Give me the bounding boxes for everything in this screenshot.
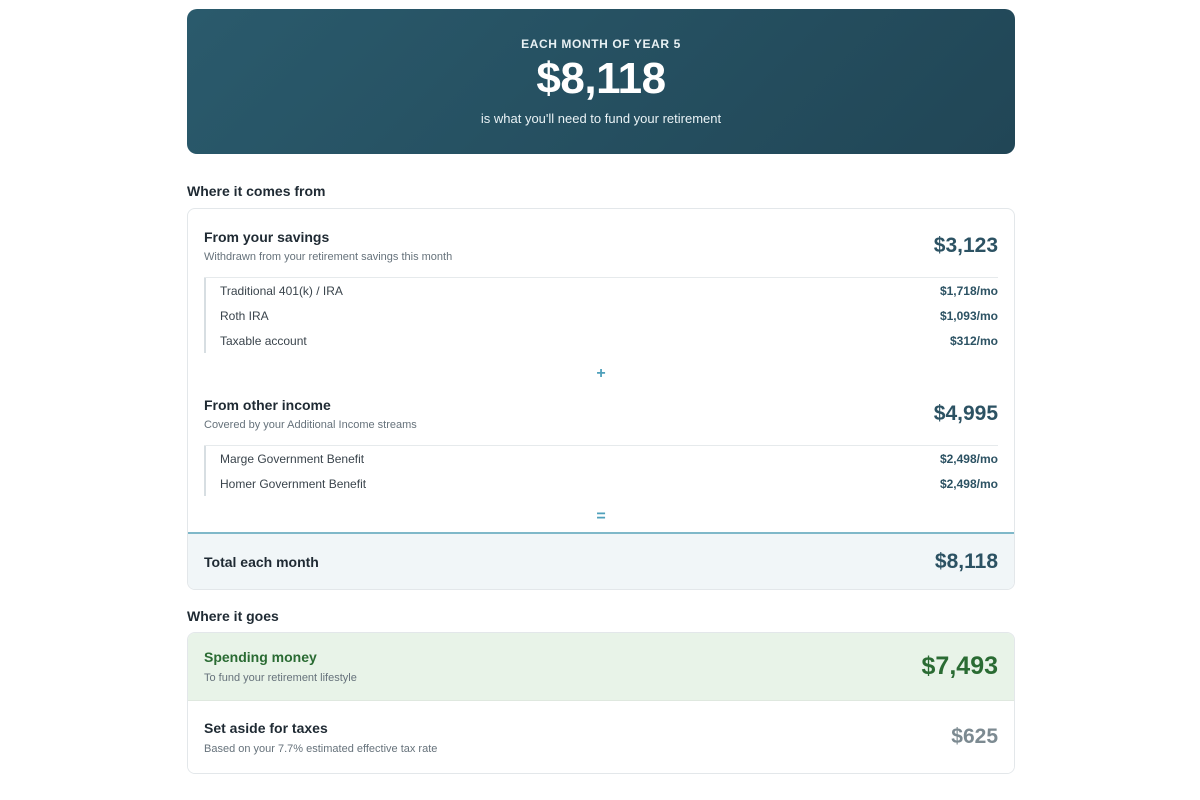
hero-amount: $8,118 — [536, 54, 666, 103]
uses-card: Spending money To fund your retirement l… — [187, 632, 1015, 774]
item-name: Homer Government Benefit — [220, 476, 367, 491]
taxes-row: Set aside for taxes Based on your 7.7% e… — [188, 701, 1014, 773]
item-amount: $2,498/mo — [939, 476, 998, 491]
income-amount: $4,995 — [933, 402, 998, 425]
item-name: Marge Government Benefit — [220, 451, 365, 466]
plus-icon: + — [596, 365, 606, 382]
item-name: Taxable account — [220, 333, 307, 348]
item-amount: $1,718/mo — [939, 283, 998, 298]
savings-description: Withdrawn from your retirement savings t… — [204, 251, 453, 263]
spending-amount: $7,493 — [921, 652, 998, 680]
list-item: Roth IRA $1,093/mo — [220, 303, 998, 328]
total-label: Total each month — [204, 553, 319, 570]
section-title-uses: Where it goes — [187, 608, 279, 624]
income-header: From other income Covered by your Additi… — [204, 397, 998, 431]
list-item: Traditional 401(k) / IRA $1,718/mo — [220, 278, 998, 303]
list-item: Marge Government Benefit $2,498/mo — [220, 446, 998, 471]
retirement-summary: EACH MONTH OF YEAR 5 $8,118 is what you'… — [187, 9, 1015, 774]
item-amount: $2,498/mo — [939, 451, 998, 466]
item-name: Roth IRA — [220, 308, 269, 323]
item-amount: $312/mo — [949, 333, 998, 348]
hero-subtitle: is what you'll need to fund your retirem… — [480, 111, 722, 126]
savings-amount: $3,123 — [933, 234, 998, 257]
savings-title: From your savings — [204, 229, 330, 245]
savings-items: Traditional 401(k) / IRA $1,718/mo Roth … — [204, 278, 998, 353]
spending-row: Spending money To fund your retirement l… — [188, 633, 1014, 701]
list-item: Taxable account $312/mo — [220, 328, 998, 353]
income-description: Covered by your Additional Income stream… — [204, 419, 417, 431]
monthly-need-hero: EACH MONTH OF YEAR 5 $8,118 is what you'… — [187, 9, 1015, 154]
total-amount: $8,118 — [934, 549, 998, 573]
hero-kicker: EACH MONTH OF YEAR 5 — [521, 37, 681, 51]
taxes-amount: $625 — [951, 725, 998, 748]
savings-header: From your savings Withdrawn from your re… — [204, 229, 998, 263]
item-name: Traditional 401(k) / IRA — [220, 283, 343, 298]
spending-description: To fund your retirement lifestyle — [204, 672, 357, 684]
taxes-title: Set aside for taxes — [204, 719, 328, 736]
spending-title: Spending money — [204, 649, 317, 665]
income-items: Marge Government Benefit $2,498/mo Homer… — [204, 446, 998, 496]
section-title-sources: Where it comes from — [187, 183, 326, 199]
item-amount: $1,093/mo — [939, 308, 998, 323]
monthly-total-row: Total each month $8,118 — [188, 532, 1014, 589]
savings-group: From your savings Withdrawn from your re… — [188, 209, 1014, 353]
list-item: Homer Government Benefit $2,498/mo — [220, 471, 998, 496]
income-group: From other income Covered by your Additi… — [188, 389, 1014, 496]
divider — [204, 277, 998, 278]
divider — [204, 445, 998, 446]
income-title: From other income — [204, 397, 331, 413]
sources-card: From your savings Withdrawn from your re… — [187, 208, 1015, 590]
taxes-description: Based on your 7.7% estimated effective t… — [204, 742, 438, 755]
equals-icon: = — [596, 508, 606, 525]
